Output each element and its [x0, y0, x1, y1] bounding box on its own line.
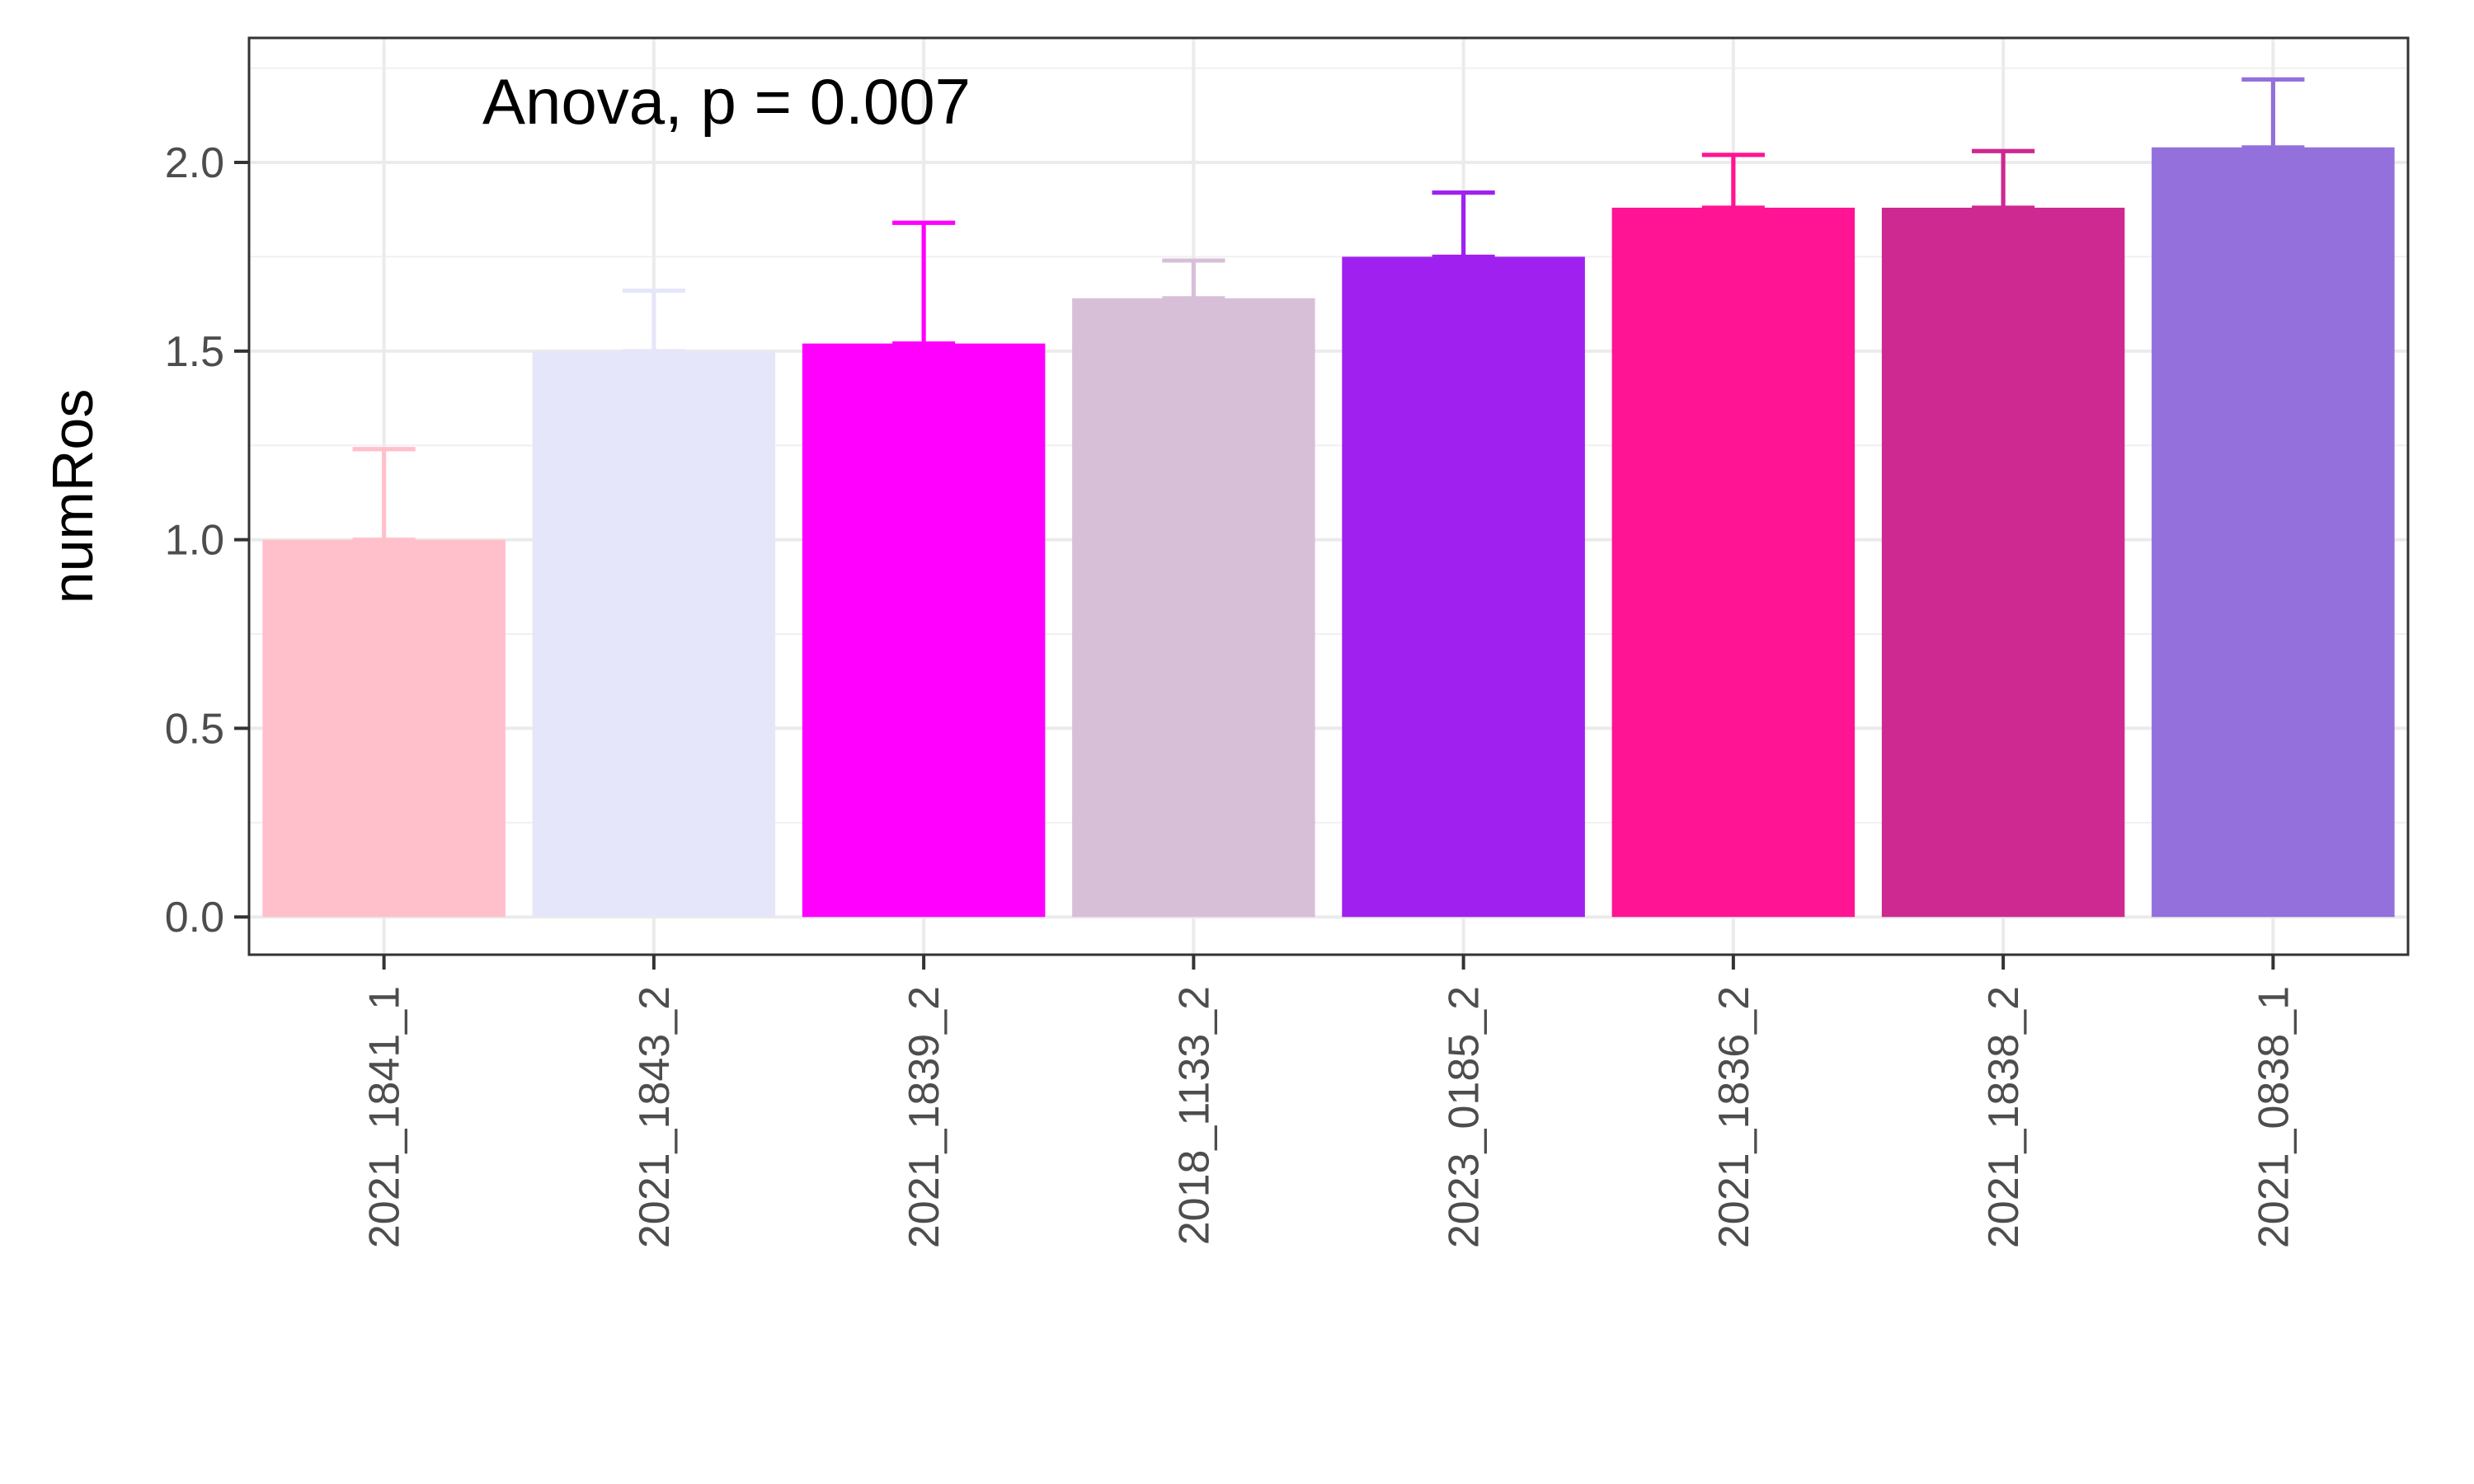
y-tick-label: 1.0 — [165, 517, 224, 565]
y-tick-label: 0.0 — [165, 894, 224, 942]
x-tick-label: 2021_1843_2 — [631, 986, 679, 1248]
axes: 0.0 0.5 1.0 1.5 2.0 2021_1841_1 2021_1843_2 202… — [165, 139, 2298, 1248]
bars — [262, 147, 2395, 918]
x-tick-label: 2018_1133_2 — [1170, 986, 1218, 1245]
y-tick-label: 1.5 — [165, 328, 224, 376]
bar — [532, 350, 776, 918]
error-bars-upper — [352, 77, 2305, 542]
y-tick-label: 0.5 — [165, 705, 224, 753]
x-tick-label: 2021_1838_2 — [1980, 986, 2028, 1248]
x-tick-label: 2021_1836_2 — [1710, 986, 1758, 1248]
plot-panel-border — [247, 36, 2410, 956]
anova-annotation: Anova, p = 0.007 — [482, 65, 971, 138]
y-axis-title: numRos — [40, 389, 105, 604]
x-tick-label: 2021_0838_1 — [2250, 986, 2298, 1248]
bar — [1072, 298, 1315, 918]
x-tick-label: 2021_1839_2 — [901, 986, 948, 1248]
bar — [1881, 207, 2125, 918]
y-tick-label: 2.0 — [165, 139, 224, 187]
bar — [2152, 147, 2395, 918]
x-tick-label: 2021_1841_1 — [361, 986, 409, 1248]
x-tick-label: 2023_0185_2 — [1441, 986, 1489, 1248]
bar — [1342, 256, 1585, 918]
bar — [1611, 207, 1856, 918]
